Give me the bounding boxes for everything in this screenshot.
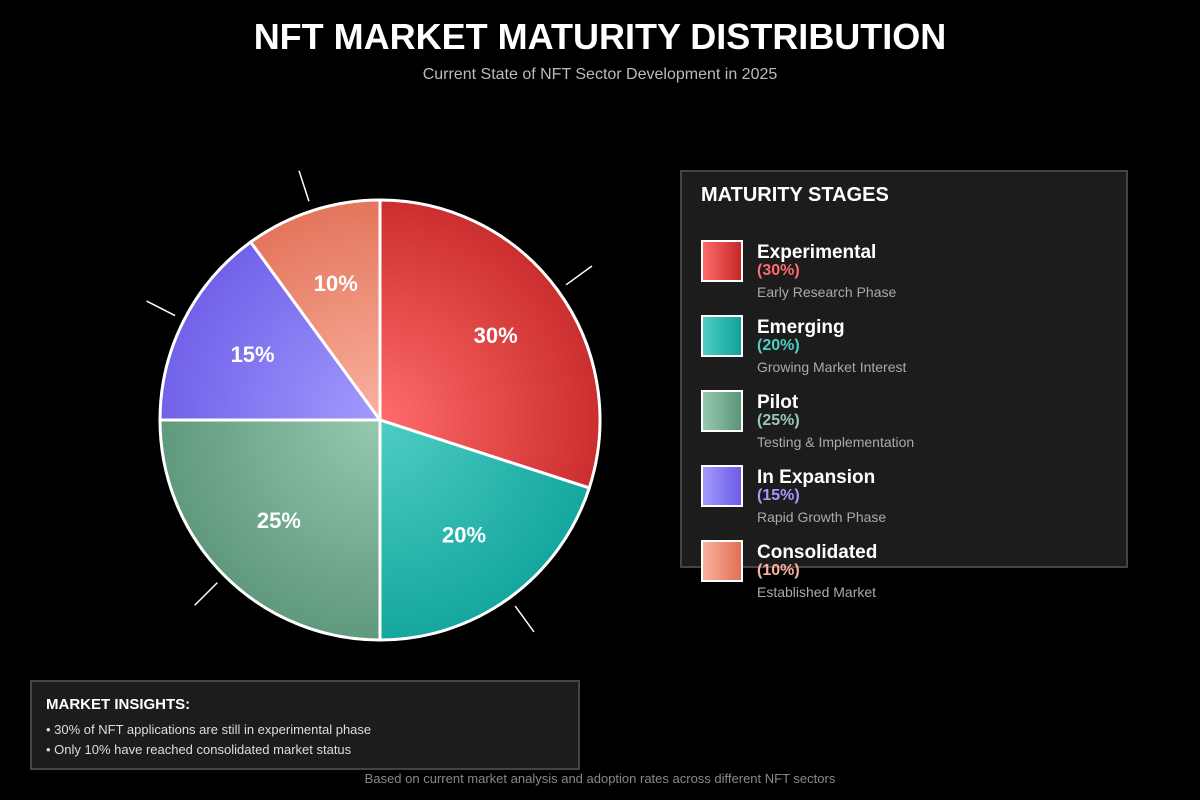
slice-tick xyxy=(514,605,535,633)
legend-percent: (20%) xyxy=(757,337,800,354)
legend-percent: (10%) xyxy=(757,562,800,579)
slice-tick xyxy=(146,300,176,317)
legend-percent: (15%) xyxy=(757,487,800,504)
legend-description: Early Research Phase xyxy=(757,284,897,300)
slice-label: 20% xyxy=(442,523,486,548)
legend-percent: (25%) xyxy=(757,412,800,429)
insight-line: • Only 10% have reached consolidated mar… xyxy=(46,742,352,757)
pie-slice-pilot xyxy=(158,418,382,642)
slice-tick xyxy=(298,170,310,202)
legend-swatch xyxy=(701,315,743,357)
chart-subtitle: Current State of NFT Sector Development … xyxy=(422,66,778,83)
slice-label: 15% xyxy=(231,342,275,367)
legend-title: MATURITY STAGES xyxy=(701,184,889,206)
legend-description: Testing & Implementation xyxy=(757,434,915,450)
insights-panel: MARKET INSIGHTS: • 30% of NFT applicatio… xyxy=(30,680,580,770)
legend-swatch xyxy=(701,465,743,507)
pie-slice-emerging xyxy=(378,417,592,642)
legend-description: Growing Market Interest xyxy=(757,359,907,375)
legend-name: Pilot xyxy=(757,392,799,413)
legend-name: In Expansion xyxy=(757,467,876,488)
insights-title: MARKET INSIGHTS: xyxy=(46,696,191,713)
chart-title: NFT MARKET MATURITY DISTRIBUTION xyxy=(253,16,947,57)
legend-panel: MATURITY STAGES Experimental (30%) Early… xyxy=(680,170,1128,600)
legend-name: Emerging xyxy=(757,317,845,338)
legend-name: Consolidated xyxy=(757,542,878,563)
pie-slice-in-expansion xyxy=(158,239,383,422)
pie-slice-consolidated xyxy=(248,198,382,425)
pie-slice-experimental xyxy=(378,198,602,490)
legend-description: Established Market xyxy=(757,584,877,600)
slice-label: 10% xyxy=(314,271,358,296)
slice-label: 30% xyxy=(474,323,518,348)
legend-description: Rapid Growth Phase xyxy=(757,509,887,525)
legend-name: Experimental xyxy=(757,242,877,263)
legend-swatch xyxy=(701,240,743,282)
legend-percent: (30%) xyxy=(757,262,800,279)
slice-tick xyxy=(194,582,218,606)
insight-line: • 30% of NFT applications are still in e… xyxy=(46,722,372,737)
slice-label: 25% xyxy=(257,508,301,533)
legend-swatch xyxy=(701,540,743,582)
slice-tick xyxy=(565,265,593,286)
legend-swatch xyxy=(701,390,743,432)
footer-note: Based on current market analysis and ado… xyxy=(364,771,836,786)
